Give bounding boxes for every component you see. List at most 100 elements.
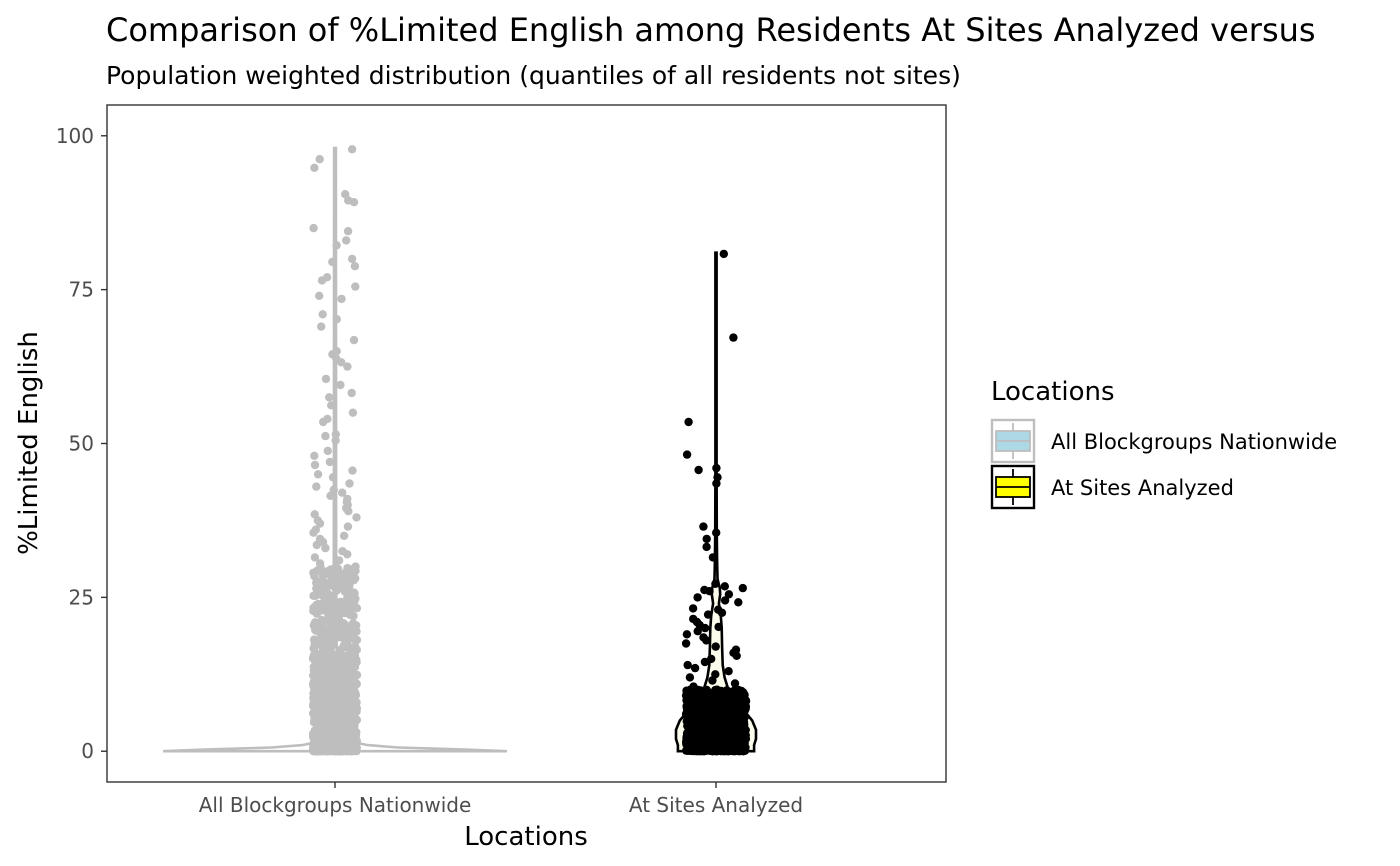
data-point: [310, 163, 319, 172]
data-point: [720, 731, 730, 740]
data-point: [339, 531, 349, 540]
data-point: [343, 227, 353, 236]
data-point: [336, 707, 345, 716]
data-point: [325, 655, 334, 665]
x-tick-label: All Blockgroups Nationwide: [199, 793, 472, 817]
data-point: [702, 636, 711, 645]
data-point: [740, 746, 749, 755]
data-point: [319, 417, 328, 427]
data-point: [318, 571, 328, 580]
data-point: [349, 634, 359, 644]
data-point: [334, 614, 344, 623]
data-point: [720, 582, 729, 591]
data-point: [332, 746, 341, 756]
data-point: [324, 646, 333, 655]
data-point: [683, 660, 692, 670]
data-point: [332, 241, 341, 250]
points-layer: [308, 145, 751, 756]
data-point: [315, 155, 324, 164]
data-point: [325, 713, 334, 722]
data-point: [351, 704, 361, 714]
data-point: [317, 746, 327, 755]
data-point: [309, 682, 318, 691]
data-point: [724, 590, 734, 599]
data-point: [325, 393, 334, 402]
data-point: [318, 310, 327, 319]
data-point: [332, 315, 341, 324]
data-point: [352, 670, 362, 680]
data-point: [309, 644, 318, 653]
data-point: [345, 581, 354, 591]
data-point: [347, 625, 356, 635]
data-point: [317, 322, 326, 331]
data-point: [325, 457, 335, 467]
data-point: [682, 630, 692, 639]
data-point: [329, 722, 338, 732]
y-tick-label: 75: [69, 278, 94, 302]
data-point: [741, 702, 750, 711]
data-point: [330, 582, 339, 592]
data-point: [342, 663, 351, 673]
data-point: [328, 473, 338, 482]
data-point: [343, 362, 352, 371]
data-point: [332, 633, 341, 642]
data-point: [739, 694, 748, 703]
data-point: [351, 282, 360, 291]
data-point: [321, 374, 331, 384]
data-point: [330, 699, 339, 708]
data-point: [703, 610, 713, 619]
data-point: [690, 696, 700, 705]
data-point: [352, 698, 361, 707]
data-point: [352, 513, 361, 522]
data-point: [722, 716, 731, 725]
data-point: [328, 257, 337, 267]
data-point: [724, 747, 733, 756]
data-point: [343, 522, 353, 531]
data-point: [707, 654, 716, 664]
data-point: [712, 463, 721, 473]
data-point: [310, 618, 320, 627]
data-point: [693, 627, 702, 636]
data-point: [313, 717, 322, 726]
y-axis-title: %Limited English: [14, 331, 44, 555]
data-point: [312, 653, 322, 662]
data-point: [738, 736, 747, 745]
data-point: [350, 737, 359, 746]
data-point: [310, 451, 319, 460]
data-point: [738, 729, 748, 739]
data-point: [682, 450, 692, 459]
data-point: [350, 262, 360, 271]
data-point: [323, 698, 332, 707]
data-point: [711, 642, 720, 651]
data-point: [728, 710, 738, 719]
data-point: [695, 703, 704, 712]
data-point: [700, 657, 710, 667]
data-point: [310, 553, 320, 562]
data-point: [341, 656, 351, 666]
y-tick-label: 50: [69, 432, 94, 456]
data-point: [690, 663, 700, 673]
data-point: [315, 559, 325, 568]
data-point: [712, 685, 722, 694]
data-point: [336, 380, 345, 390]
data-point: [684, 417, 693, 427]
data-point: [339, 745, 349, 754]
data-point: [329, 599, 338, 609]
data-point: [327, 401, 336, 410]
data-point: [313, 470, 323, 479]
data-point: [700, 623, 710, 633]
data-point: [316, 685, 326, 694]
data-point: [720, 596, 730, 605]
legend-item: All Blockgroups Nationwide: [990, 418, 1337, 464]
data-point: [346, 722, 355, 731]
data-point: [331, 436, 340, 445]
data-point: [714, 622, 723, 632]
data-point: [713, 473, 722, 482]
data-point: [348, 647, 358, 657]
data-point: [711, 579, 720, 588]
data-point: [315, 625, 324, 634]
data-point: [705, 587, 714, 596]
y-tick-label: 25: [69, 585, 94, 609]
y-axis: 0 25 50 75 100: [56, 124, 107, 763]
data-point: [346, 603, 355, 613]
